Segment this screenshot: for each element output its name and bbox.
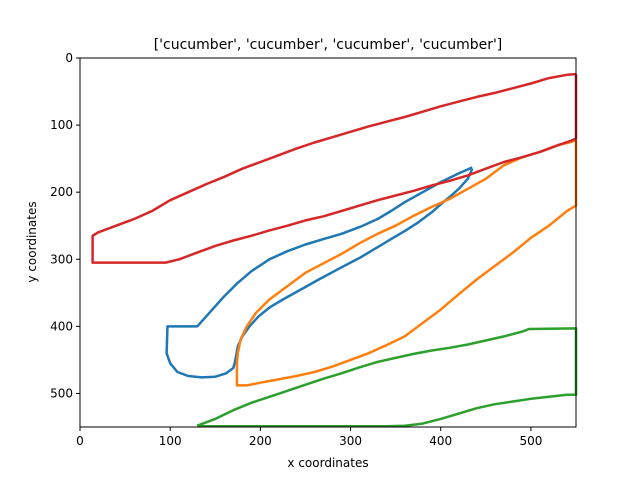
y-axis: 0 100 200 300 400 500 [50, 51, 80, 400]
x-tick-label: 100 [159, 434, 182, 448]
x-axis: 0 100 200 300 400 500 [76, 427, 542, 448]
x-tick-label: 300 [339, 434, 362, 448]
series-line-0 [165, 166, 474, 379]
y-axis-label: y coordinates [25, 201, 39, 282]
series-layer [91, 72, 578, 428]
chart-title: ['cucumber', 'cucumber', 'cucumber', 'cu… [154, 37, 503, 53]
y-tick-label: 200 [50, 185, 73, 199]
x-tick-label: 400 [429, 434, 452, 448]
series-line-3 [91, 72, 578, 264]
x-axis-label: x coordinates [287, 456, 368, 470]
y-tick-label: 100 [50, 118, 73, 132]
x-tick-label: 500 [519, 434, 542, 448]
x-tick-label: 0 [76, 434, 84, 448]
y-tick-label: 400 [50, 319, 73, 333]
plot-frame [79, 57, 577, 428]
y-tick-label: 500 [50, 386, 73, 400]
series-line-2 [196, 327, 578, 428]
y-tick-label: 0 [65, 51, 73, 65]
x-tick-label: 200 [249, 434, 272, 448]
y-tick-label: 300 [50, 252, 73, 266]
series-line-1 [235, 138, 578, 387]
